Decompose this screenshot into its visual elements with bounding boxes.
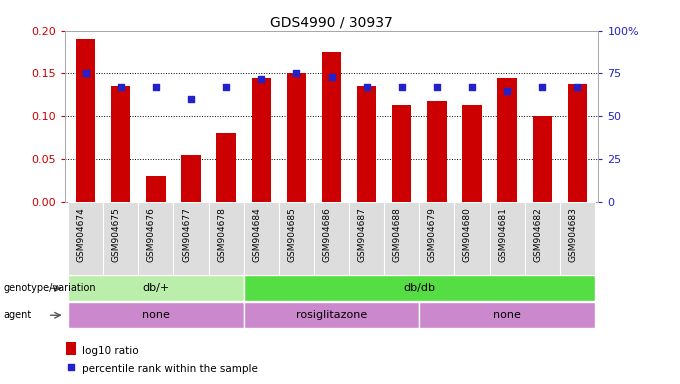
Text: GDS4990 / 30937: GDS4990 / 30937 (270, 15, 393, 29)
Point (80, 70, 91, 76)
Text: none: none (493, 310, 521, 320)
Text: GSM904683: GSM904683 (568, 207, 577, 262)
Text: GSM904687: GSM904687 (358, 207, 367, 262)
Text: none: none (142, 310, 170, 320)
Text: GSM904686: GSM904686 (322, 207, 332, 262)
Text: GSM904681: GSM904681 (498, 207, 507, 262)
Text: GSM904688: GSM904688 (393, 207, 402, 262)
Bar (68, 275, 243, 301)
Text: GSM904675: GSM904675 (112, 207, 121, 262)
Text: GSM904680: GSM904680 (463, 207, 472, 262)
Bar (182, 156, 201, 202)
Bar (138, 202, 173, 275)
Bar (209, 202, 243, 275)
Bar (243, 275, 595, 301)
Text: rosiglitazone: rosiglitazone (296, 310, 367, 320)
Text: GSM904684: GSM904684 (252, 207, 261, 262)
Bar (532, 116, 552, 202)
Point (116, 84, 126, 90)
Text: GSM904678: GSM904678 (217, 207, 226, 262)
Bar (454, 202, 490, 275)
Bar (490, 202, 525, 275)
Bar (525, 202, 560, 275)
Point (502, 88, 513, 94)
Bar (173, 202, 209, 275)
Text: agent: agent (3, 310, 32, 320)
Text: db/+: db/+ (142, 283, 169, 293)
Bar (420, 302, 595, 328)
Point (186, 96, 197, 102)
Text: log10 ratio: log10 ratio (82, 346, 138, 356)
Bar (420, 202, 454, 275)
Point (396, 84, 407, 90)
Bar (68, 202, 103, 275)
Point (466, 84, 477, 90)
Bar (357, 86, 376, 202)
Bar (568, 84, 587, 202)
Bar (103, 202, 138, 275)
Text: GSM904685: GSM904685 (288, 207, 296, 262)
Bar (216, 133, 236, 202)
Bar (322, 52, 341, 202)
Point (221, 84, 232, 90)
Text: percentile rank within the sample: percentile rank within the sample (82, 364, 258, 374)
Bar (314, 202, 349, 275)
Point (431, 84, 442, 90)
Text: db/db: db/db (403, 283, 435, 293)
Point (66, 364, 77, 370)
Point (256, 76, 267, 82)
Bar (76, 39, 95, 202)
Point (291, 70, 302, 76)
Bar (111, 86, 131, 202)
Bar (68, 302, 243, 328)
Point (326, 74, 337, 80)
Bar (427, 101, 447, 202)
Bar (146, 176, 165, 202)
Bar (66, 342, 76, 356)
Bar (349, 202, 384, 275)
Text: GSM904682: GSM904682 (533, 207, 542, 262)
Text: genotype/variation: genotype/variation (3, 283, 96, 293)
Point (537, 84, 547, 90)
Point (361, 84, 372, 90)
Bar (392, 105, 411, 202)
Bar (287, 73, 306, 202)
Point (150, 84, 161, 90)
Point (572, 84, 583, 90)
Bar (279, 202, 314, 275)
Bar (252, 78, 271, 202)
Bar (498, 78, 517, 202)
Text: GSM904677: GSM904677 (182, 207, 191, 262)
Text: GSM904674: GSM904674 (77, 207, 86, 262)
Bar (462, 105, 481, 202)
Bar (243, 202, 279, 275)
Bar (384, 202, 420, 275)
Bar (243, 302, 420, 328)
Bar (560, 202, 595, 275)
Text: GSM904676: GSM904676 (147, 207, 156, 262)
Text: GSM904679: GSM904679 (428, 207, 437, 262)
